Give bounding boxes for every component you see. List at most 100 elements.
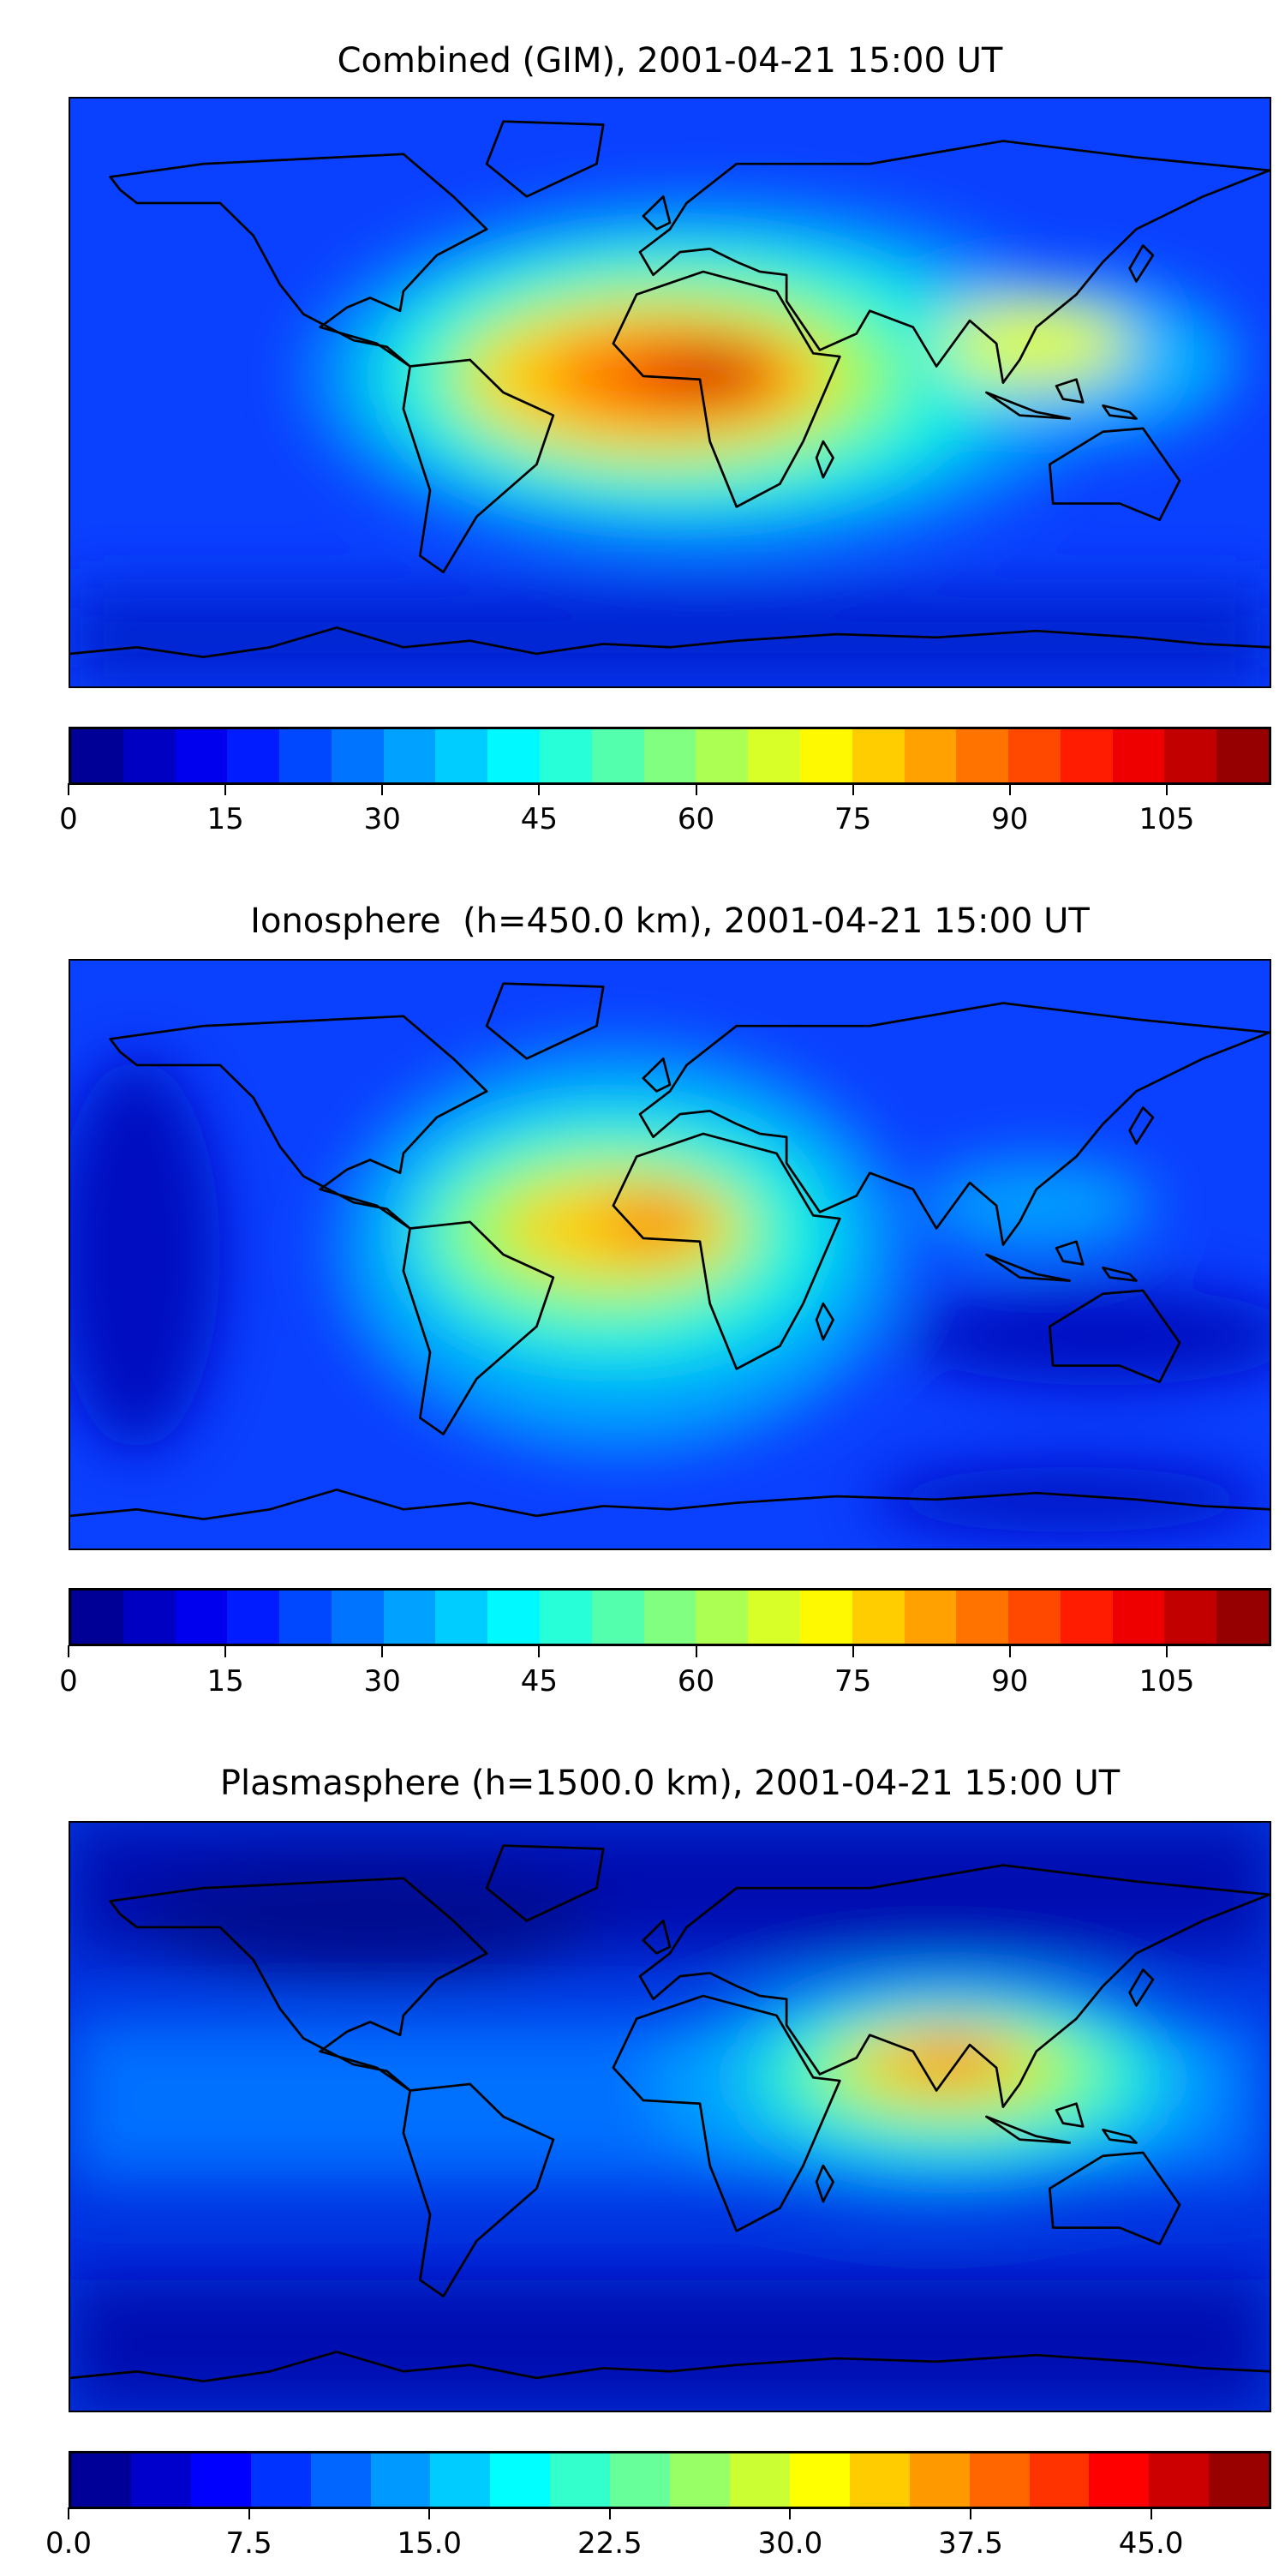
colorbar-level [190, 2453, 251, 2507]
colorbar-tick-label: 30 [363, 802, 401, 836]
colorbar-level [748, 729, 800, 782]
colorbar-level [1060, 729, 1113, 782]
colorbar-level [331, 1591, 384, 1644]
colorbar-level [696, 729, 749, 782]
colorbar-level [670, 2453, 730, 2507]
colorbar-level [1008, 729, 1061, 782]
colorbar-level [175, 1591, 228, 1644]
colorbar-tick-label: 45.0 [1118, 2526, 1184, 2561]
colorbar-level [1209, 2453, 1270, 2507]
colorbar-tick [695, 1645, 697, 1657]
colorbar-tick-label: 0.0 [45, 2526, 93, 2561]
colorbar-level [487, 729, 541, 782]
colorbar-tick [852, 1645, 854, 1657]
colorbar-tick-label: 90 [991, 1664, 1029, 1698]
colorbar-tick-label: 15.0 [397, 2526, 463, 2561]
colorbar-level [1216, 1591, 1269, 1644]
colorbar-tick [1008, 783, 1011, 795]
colorbar-tick-label: 60 [677, 1664, 715, 1698]
colorbar-tick-label: 75 [834, 1664, 872, 1698]
colorbar-level [550, 2453, 611, 2507]
colorbar-tick [224, 783, 227, 795]
colorbar-tick [538, 783, 541, 795]
colorbar-level [799, 729, 852, 782]
colorbar-level [591, 729, 644, 782]
colorbar-level [175, 729, 228, 782]
colorbar-level [956, 1591, 1009, 1644]
colorbar-tick-label: 45 [520, 802, 559, 836]
colorbar-level [130, 2453, 191, 2507]
colorbar-tick-label: 105 [1139, 1664, 1195, 1698]
colorbar-tick-label: 15 [206, 1664, 244, 1698]
map-plasmasphere [69, 1821, 1271, 2412]
colorbar-level [435, 1591, 488, 1644]
colorbar-level [227, 729, 280, 782]
colorbar-plasmasphere [69, 2451, 1271, 2509]
colorbar-level [310, 2453, 371, 2507]
map-ionosphere [69, 959, 1271, 1550]
colorbar-level [1112, 729, 1165, 782]
colorbar-tick [538, 1645, 541, 1657]
colorbar-level [748, 1591, 800, 1644]
colorbar-combined [69, 727, 1271, 785]
colorbar-tick [224, 1645, 227, 1657]
colorbar-level [435, 729, 488, 782]
colorbar-level [643, 729, 696, 782]
colorbar-level [71, 2453, 131, 2507]
colorbar-level [1029, 2453, 1090, 2507]
map-title-ionosphere: Ionosphere (h=450.0 km), 2001-04-21 15:0… [250, 902, 1090, 941]
tec-field-combined [70, 196, 1270, 686]
colorbar-level [331, 729, 384, 782]
colorbar-tick [381, 1645, 384, 1657]
colorbar-ticks-plasmasphere: 0.0 7.5 15.0 22.5 30.0 37.5 45.0 [45, 2507, 1271, 2576]
colorbar-level [729, 2453, 790, 2507]
colorbar-tick-label: 30 [363, 1664, 401, 1698]
colorbar-tick-label: 75 [834, 802, 872, 836]
colorbar-level [279, 1591, 332, 1644]
colorbar-level [1164, 1591, 1217, 1644]
colorbar-level [956, 729, 1009, 782]
colorbar-level [227, 1591, 280, 1644]
colorbar-ticks-combined: 0 15 30 45 60 75 90 105 [59, 783, 1271, 852]
colorbar-tick [68, 1645, 69, 1657]
colorbar-level [71, 1591, 123, 1644]
colorbar-level [123, 1591, 176, 1644]
colorbar-level [849, 2453, 910, 2507]
colorbar-tick [608, 2507, 611, 2519]
colorbar-tick-label: 30.0 [757, 2526, 823, 2561]
colorbar-tick-label: 45 [520, 1664, 559, 1698]
colorbar-level [643, 1591, 696, 1644]
colorbar-level [487, 1591, 541, 1644]
map-title-plasmasphere: Plasmasphere (h=1500.0 km), 2001-04-21 1… [219, 1764, 1121, 1803]
colorbar-tick [1150, 2507, 1152, 2519]
colorbar-tick [248, 2507, 250, 2519]
colorbar-level [909, 2453, 970, 2507]
tec-field-plasmasphere [70, 1823, 1270, 2411]
colorbar-level [250, 2453, 311, 2507]
colorbar-level [1060, 1591, 1113, 1644]
colorbar-level [610, 2453, 671, 2507]
colorbar-tick-label: 22.5 [577, 2526, 642, 2561]
colorbar-level [969, 2453, 1030, 2507]
colorbar-tick-label: 15 [206, 802, 244, 836]
colorbar-level [904, 729, 957, 782]
colorbar-tick [852, 783, 854, 795]
colorbar-tick-label: 37.5 [938, 2526, 1003, 2561]
colorbar-level [904, 1591, 957, 1644]
colorbar-level [591, 1591, 644, 1644]
colorbar-level [852, 1591, 905, 1644]
colorbar-tick [1165, 1645, 1168, 1657]
colorbar-level [1008, 1591, 1061, 1644]
colorbar-level [430, 2453, 491, 2507]
colorbar-level [1089, 2453, 1150, 2507]
colorbar-level [789, 2453, 850, 2507]
colorbar-level [1149, 2453, 1210, 2507]
colorbar-level [383, 1591, 436, 1644]
colorbar-tick [381, 783, 384, 795]
map-title-combined: Combined (GIM), 2001-04-21 15:00 UT [337, 41, 1003, 81]
colorbar-ionosphere [69, 1588, 1271, 1646]
colorbar-level [370, 2453, 431, 2507]
colorbar-level [383, 729, 436, 782]
colorbar-level [540, 729, 592, 782]
colorbar-level [1216, 729, 1269, 782]
